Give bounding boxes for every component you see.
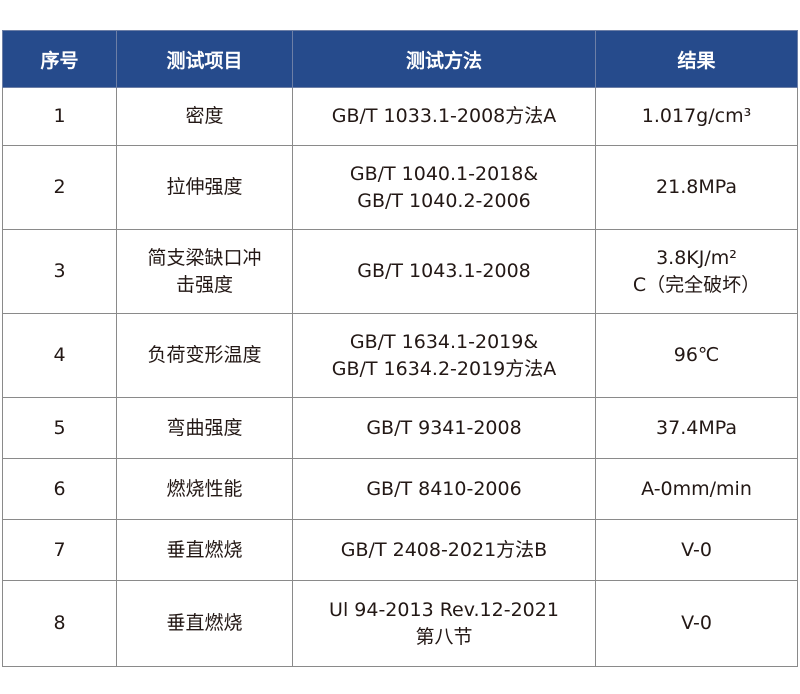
cell-no: 7 (2, 519, 117, 581)
cell-method: GB/T 1043.1-2008 (292, 229, 596, 314)
cell-no: 5 (2, 397, 117, 459)
cell-result: V-0 (595, 580, 798, 667)
cell-result: V-0 (595, 519, 798, 581)
cell-result: A-0mm/min (595, 458, 798, 520)
cell-method: GB/T 1040.1-2018& GB/T 1040.2-2006 (292, 145, 596, 230)
header-method: 测试方法 (292, 30, 596, 88)
cell-item: 垂直燃烧 (116, 519, 293, 581)
table-row: 3 简支梁缺口冲 击强度 GB/T 1043.1-2008 3.8KJ/m² C（完全… (2, 229, 798, 314)
cell-result: 96℃ (595, 313, 798, 398)
cell-result: 3.8KJ/m² C（完全破坏） (595, 229, 798, 314)
cell-result: 21.8MPa (595, 145, 798, 230)
cell-item: 简支梁缺口冲 击强度 (116, 229, 293, 314)
cell-method: GB/T 1634.1-2019& GB/T 1634.2-2019方法A (292, 313, 596, 398)
cell-no: 3 (2, 229, 117, 314)
cell-item: 弯曲强度 (116, 397, 293, 459)
table-row: 1 密度 GB/T 1033.1-2008方法A 1.017g/cm³ (2, 87, 798, 146)
cell-result: 1.017g/cm³ (595, 87, 798, 146)
table-row: 5 弯曲强度 GB/T 9341-2008 37.4MPa (2, 397, 798, 459)
cell-method: GB/T 8410-2006 (292, 458, 596, 520)
table-row: 7 垂直燃烧 GB/T 2408-2021方法B V-0 (2, 519, 798, 581)
cell-method: GB/T 9341-2008 (292, 397, 596, 459)
cell-no: 4 (2, 313, 117, 398)
table-row: 8 垂直燃烧 Ul 94-2013 Rev.12-2021 第八节 V-0 (2, 580, 798, 667)
cell-item: 垂直燃烧 (116, 580, 293, 667)
table-row: 6 燃烧性能 GB/T 8410-2006 A-0mm/min (2, 458, 798, 520)
cell-result: 37.4MPa (595, 397, 798, 459)
cell-method: Ul 94-2013 Rev.12-2021 第八节 (292, 580, 596, 667)
cell-item: 拉伸强度 (116, 145, 293, 230)
cell-item: 密度 (116, 87, 293, 146)
header-item: 测试项目 (116, 30, 293, 88)
test-results-table: 序号 测试项目 测试方法 结果 1 密度 GB/T 1033.1-2008方法A 1.… (2, 30, 798, 667)
header-no: 序号 (2, 30, 117, 88)
cell-method: GB/T 2408-2021方法B (292, 519, 596, 581)
header-result: 结果 (595, 30, 798, 88)
table-row: 4 负荷变形温度 GB/T 1634.1-2019& GB/T 1634.2-201… (2, 313, 798, 398)
cell-no: 2 (2, 145, 117, 230)
table-header-row: 序号 测试项目 测试方法 结果 (2, 30, 798, 88)
cell-method: GB/T 1033.1-2008方法A (292, 87, 596, 146)
cell-item: 负荷变形温度 (116, 313, 293, 398)
cell-no: 1 (2, 87, 117, 146)
cell-no: 8 (2, 580, 117, 667)
table-row: 2 拉伸强度 GB/T 1040.1-2018& GB/T 1040.2-2006 2… (2, 145, 798, 230)
cell-no: 6 (2, 458, 117, 520)
cell-item: 燃烧性能 (116, 458, 293, 520)
